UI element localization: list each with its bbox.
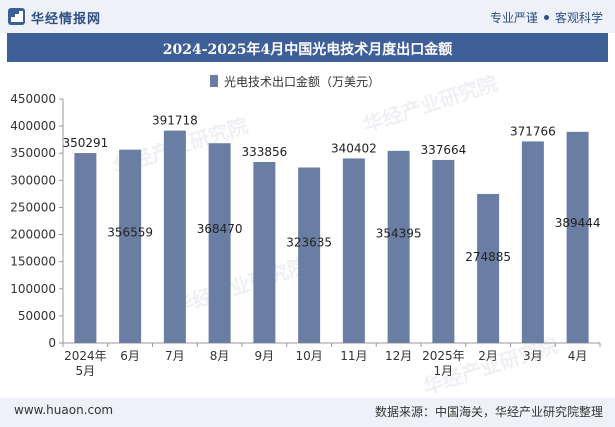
footer-source: 数据来源：中国海关，华经产业研究院整理 <box>374 405 603 419</box>
y-tick-label: 300000 <box>10 173 56 187</box>
separator-dot-icon <box>543 15 549 20</box>
data-label: 391718 <box>152 114 198 128</box>
bar <box>298 167 321 343</box>
slogan: 专业严谨 客观科学 <box>490 9 603 26</box>
y-tick-label: 100000 <box>10 282 56 296</box>
data-label: 274885 <box>465 250 511 264</box>
data-label: 354395 <box>376 226 422 240</box>
chart-legend: 光电技术出口金额（万美元） <box>210 73 380 90</box>
bar <box>74 153 97 343</box>
x-tick-label: 9月 <box>255 349 275 363</box>
y-tick-label: 150000 <box>10 255 56 269</box>
data-label: 371766 <box>510 124 556 138</box>
data-label: 333856 <box>241 145 287 159</box>
data-label: 323635 <box>286 235 332 249</box>
data-label: 337664 <box>420 143 466 157</box>
bar <box>208 143 231 343</box>
label-layer: 2024年 5月 350291 6月 356559 7月 391718 8月 368470 9月 3… <box>62 114 600 378</box>
footer-site: www.huaon.com <box>14 403 114 417</box>
x-tick-label: 11月 <box>340 349 367 363</box>
slogan-right: 客观科学 <box>554 11 603 25</box>
slogan-left: 专业严谨 <box>489 11 538 25</box>
x-tick-label: 2024年 5月 <box>64 349 107 378</box>
data-label: 350291 <box>62 136 108 150</box>
bar <box>477 193 500 343</box>
y-tick-label: 450000 <box>10 92 56 106</box>
y-tick-label: 250000 <box>10 200 56 214</box>
bar <box>387 150 410 343</box>
legend-label: 光电技术出口金额（万美元） <box>224 75 381 89</box>
x-tick-label: 4月 <box>568 349 588 363</box>
bar <box>119 149 142 343</box>
x-tick-label: 8月 <box>210 349 230 363</box>
y-tick-label: 200000 <box>10 228 56 242</box>
x-tick-label: 2月 <box>478 349 498 363</box>
footer-bar: www.huaon.com 数据来源：中国海关，华经产业研究院整理 <box>0 398 615 427</box>
bar <box>253 161 276 343</box>
bar <box>432 159 455 343</box>
y-tick-label: 350000 <box>10 146 56 160</box>
x-tick-label: 7月 <box>165 349 185 363</box>
y-tick-label: 50000 <box>18 309 56 323</box>
bar <box>566 131 589 343</box>
data-label: 368470 <box>197 222 243 236</box>
brand-name: 华经情报网 <box>31 12 102 27</box>
bar <box>521 141 544 343</box>
x-tick-label: 3月 <box>523 349 543 363</box>
top-bar: 华经情报网 专业严谨 客观科学 <box>0 0 615 33</box>
bar <box>163 130 186 343</box>
y-tick-label: 0 <box>48 336 56 350</box>
data-label: 389444 <box>555 216 601 230</box>
y-tick-label: 400000 <box>10 119 56 133</box>
data-label: 340402 <box>331 141 377 155</box>
x-tick-label: 6月 <box>120 349 140 363</box>
logo-icon <box>8 8 25 25</box>
bar-chart: 0 50000 100000 150000 200000 250000 300000 3500… <box>10 92 601 378</box>
bar <box>342 158 365 343</box>
data-label: 356559 <box>107 226 153 240</box>
x-tick-label: 2025年 1月 <box>422 349 465 378</box>
title-bar: 2024-2025年4月中国光电技术月度出口金额 <box>7 33 608 62</box>
x-tick-label: 10月 <box>295 349 322 363</box>
legend-swatch <box>210 75 218 87</box>
x-tick-label: 12月 <box>385 349 412 363</box>
bar-layer <box>74 130 589 343</box>
chart-title: 2024-2025年4月中国光电技术月度出口金额 <box>162 42 453 58</box>
axis-layer: 0 50000 100000 150000 200000 250000 300000 3500… <box>10 92 601 350</box>
